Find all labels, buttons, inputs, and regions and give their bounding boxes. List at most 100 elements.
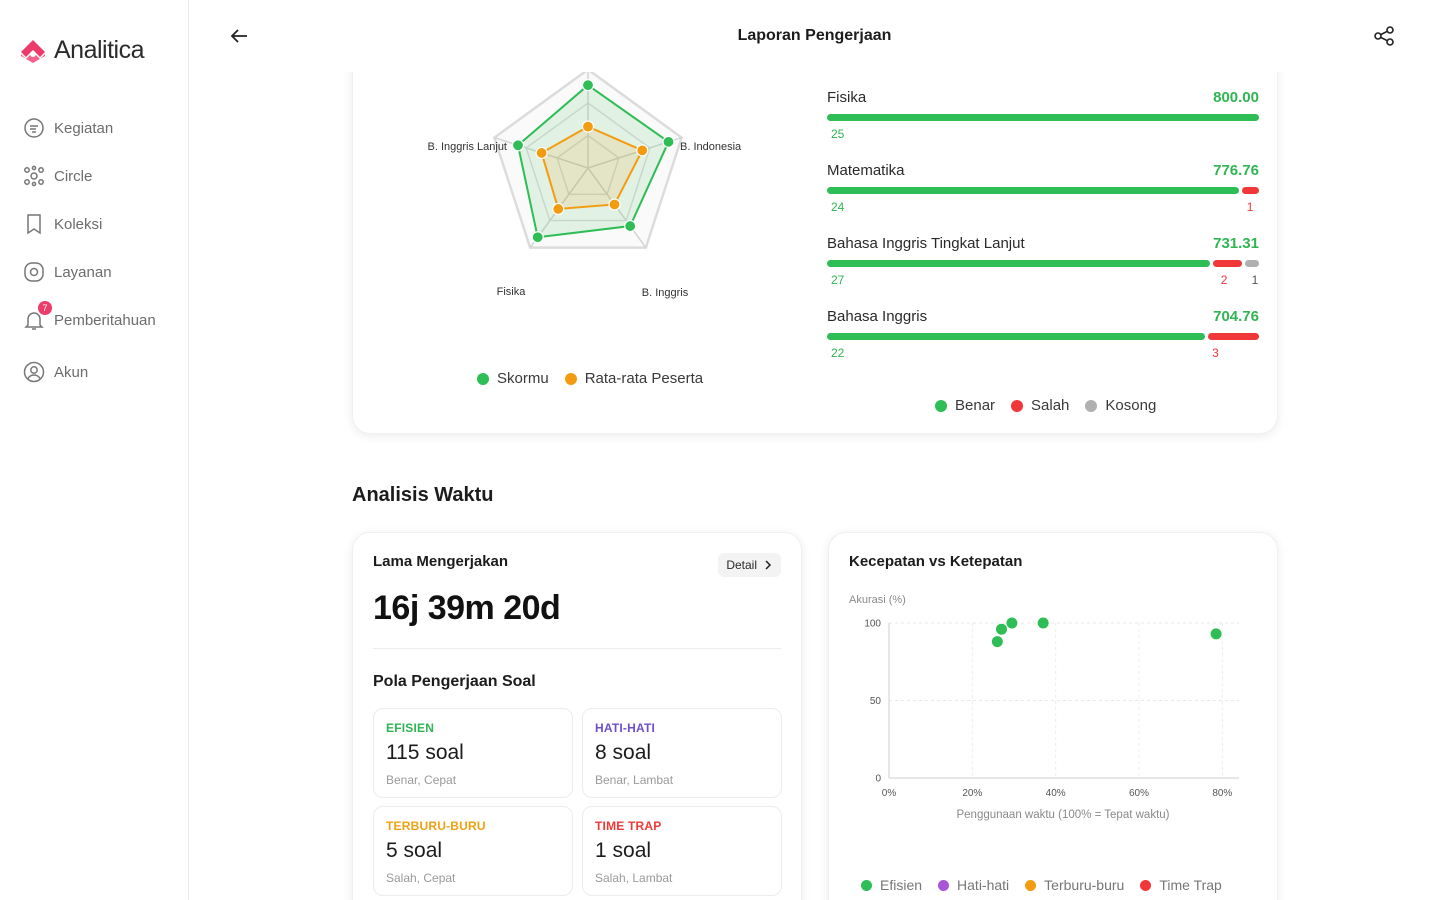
legend-item: Hati-hati: [938, 877, 1009, 893]
subject-counts: 25: [827, 127, 1259, 143]
divider: [373, 648, 781, 649]
scatter-legend: Efisien Hati-hati Terburu-buru Time Trap: [861, 877, 1238, 893]
legend-label: Skormu: [497, 370, 549, 387]
legend-dot: [938, 879, 950, 891]
page-title: Laporan Pengerjaan: [737, 27, 892, 44]
radar-grid: [492, 68, 684, 249]
radar-point[interactable]: [636, 144, 649, 157]
chevron-right-icon: [765, 560, 772, 570]
y-axis-label: Akurasi (%): [849, 594, 906, 606]
subject-bar: [827, 187, 1259, 194]
arrow-left-icon: [230, 29, 247, 43]
legend-label: Salah: [1031, 397, 1070, 414]
x-tick-label: 20%: [962, 788, 982, 799]
bar-segment-benar: [827, 260, 1211, 267]
back-button[interactable]: [227, 24, 251, 48]
subject-row: Fisika 800.00 25: [827, 89, 1259, 143]
x-tick-label: 0%: [882, 788, 897, 799]
duration-card: Lama Mengerjakan Detail 16j 39m 20d Pola…: [352, 532, 802, 900]
sidebar-item-label: Kegiatan: [54, 119, 114, 137]
subject-name: Bahasa Inggris Tingkat Lanjut: [827, 235, 1025, 252]
scatter-point[interactable]: [1006, 617, 1018, 629]
scatter-point[interactable]: [1037, 617, 1049, 629]
scatter-point[interactable]: [996, 623, 1007, 635]
section-title: Analisis Waktu: [352, 484, 494, 506]
count-salah: 3: [1212, 346, 1219, 360]
legend-label: Kosong: [1105, 397, 1157, 414]
sidebar-item-akun[interactable]: Akun: [22, 360, 156, 384]
card-title: Lama Mengerjakan: [373, 553, 509, 570]
subject-row: Bahasa Inggris Tingkat Lanjut 731.31 27 2 1: [827, 235, 1259, 289]
sidebar-item-koleksi[interactable]: Koleksi: [22, 212, 156, 236]
subject-bar: [827, 333, 1259, 340]
subject-counts: 24 1: [827, 200, 1259, 216]
scatter-point[interactable]: [1210, 628, 1222, 640]
count-salah: 2: [1220, 273, 1228, 287]
brand-name: Analitica: [54, 36, 145, 64]
legend-label: Rata-rata Peserta: [584, 370, 704, 387]
pattern-value: 1 soal: [595, 839, 652, 862]
radar-point[interactable]: [531, 231, 544, 244]
radar-axis-label: B. Inggris: [642, 287, 689, 299]
pattern-sub: Benar, Cepat: [386, 773, 457, 787]
subject-counts: 22 3: [827, 346, 1259, 362]
count-benar: 24: [831, 200, 845, 214]
subject-row: Matematika 776.76 24 1: [827, 162, 1259, 216]
brand-logo[interactable]: Analitica: [18, 36, 145, 65]
radar-point[interactable]: [552, 202, 565, 216]
detail-button-label: Detail: [726, 558, 757, 572]
radar-point[interactable]: [581, 120, 595, 133]
subject-score: 776.76: [1213, 162, 1259, 179]
legend-item: Efisien: [861, 877, 922, 893]
count-benar: 22: [831, 346, 845, 360]
detail-button[interactable]: Detail: [718, 553, 781, 577]
pattern-box-efisien[interactable]: EFISIEN 115 soal Benar, Cepat: [373, 708, 573, 798]
sidebar-item-label: Pemberitahuan: [54, 311, 156, 329]
sidebar-item-kegiatan[interactable]: Kegiatan: [22, 116, 156, 140]
share-button[interactable]: [1372, 24, 1396, 48]
x-tick-label: 40%: [1046, 788, 1066, 799]
legend-dot: [861, 879, 872, 891]
radar-point[interactable]: [535, 146, 548, 160]
legend-dot: [564, 372, 577, 385]
sidebar-nav: Kegiatan Circle Koleksi Layanan 7 Pe: [22, 116, 156, 408]
compass-icon: [22, 260, 46, 284]
radar-point[interactable]: [511, 139, 525, 152]
sidebar-item-circle[interactable]: Circle: [22, 164, 156, 188]
pattern-tag: TERBURU-BURU: [386, 819, 486, 833]
pattern-box-hati-hati[interactable]: HATI-HATI 8 soal Benar, Lambat: [582, 708, 782, 798]
sidebar: Analitica Kegiatan Circle Koleksi Layana…: [0, 0, 189, 900]
radar-point[interactable]: [581, 79, 595, 92]
subject-bar: [827, 260, 1259, 267]
legend-dot: [935, 399, 947, 412]
radar-series: [511, 79, 675, 244]
notification-badge: 7: [38, 301, 52, 315]
bar-segment-salah: [1207, 333, 1259, 340]
radar-point[interactable]: [624, 219, 637, 233]
subject-name: Fisika: [827, 89, 867, 106]
pattern-sub: Salah, Cepat: [386, 871, 456, 885]
radar-chart: B. Inggris Lanjut B. Indonesia Fisika B.…: [428, 68, 742, 299]
x-axis-label: Penggunaan waktu (100% = Tepat waktu): [956, 809, 1169, 821]
count-kosong: 1: [1251, 273, 1259, 287]
pattern-tag: TIME TRAP: [595, 819, 662, 833]
pattern-box-time-trap[interactable]: TIME TRAP 1 soal Salah, Lambat: [582, 806, 782, 896]
legend-item: Terburu-buru: [1025, 877, 1124, 893]
pattern-value: 8 soal: [595, 741, 652, 764]
legend-item: Time Trap: [1140, 877, 1222, 893]
pattern-box-terburu-buru[interactable]: TERBURU-BURU 5 soal Salah, Cepat: [373, 806, 573, 896]
bar-segment-salah: [1213, 260, 1242, 267]
pattern-value: 5 soal: [386, 839, 443, 862]
sidebar-item-label: Layanan: [54, 263, 112, 281]
y-tick-label: 100: [864, 619, 881, 630]
scatter-point[interactable]: [991, 636, 1003, 648]
sidebar-item-pemberitahuan[interactable]: 7 Pemberitahuan: [22, 301, 156, 332]
sidebar-item-layanan[interactable]: Layanan: [22, 260, 156, 284]
duration-value: 16j 39m 20d: [373, 589, 561, 627]
subject-counts: 27 2 1: [827, 273, 1259, 289]
radar-point[interactable]: [662, 135, 675, 148]
radar-axis-label: B. Inggris Lanjut: [428, 141, 508, 153]
legend-item: Salah: [1011, 397, 1069, 414]
radar-grid-ring: [556, 134, 620, 196]
radar-point[interactable]: [608, 198, 621, 211]
